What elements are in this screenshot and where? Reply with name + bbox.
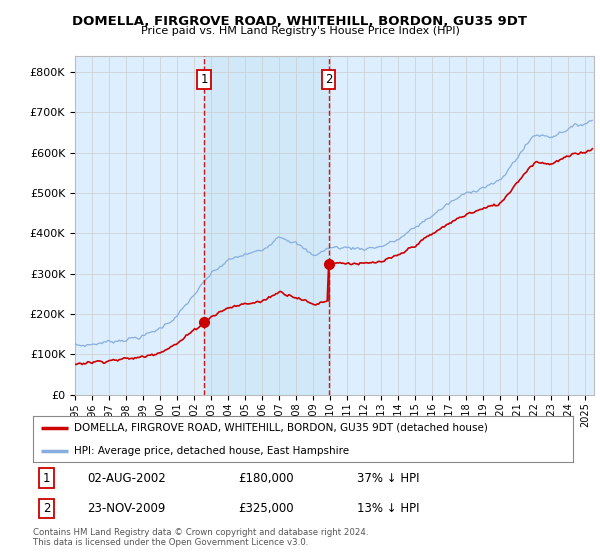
Text: 37% ↓ HPI: 37% ↓ HPI [357, 472, 419, 484]
Bar [204, 56, 329, 395]
Text: HPI: Average price, detached house, East Hampshire: HPI: Average price, detached house, East… [74, 446, 349, 455]
Text: £325,000: £325,000 [238, 502, 294, 515]
Text: 2: 2 [325, 73, 332, 86]
Text: £180,000: £180,000 [238, 472, 294, 484]
Text: 2: 2 [43, 502, 50, 515]
Text: 13% ↓ HPI: 13% ↓ HPI [357, 502, 419, 515]
Text: Price paid vs. HM Land Registry's House Price Index (HPI): Price paid vs. HM Land Registry's House … [140, 26, 460, 36]
Text: 23-NOV-2009: 23-NOV-2009 [87, 502, 166, 515]
Text: Contains HM Land Registry data © Crown copyright and database right 2024.
This d: Contains HM Land Registry data © Crown c… [33, 528, 368, 547]
Text: 02-AUG-2002: 02-AUG-2002 [87, 472, 166, 484]
Text: 1: 1 [200, 73, 208, 86]
Text: DOMELLA, FIRGROVE ROAD, WHITEHILL, BORDON, GU35 9DT: DOMELLA, FIRGROVE ROAD, WHITEHILL, BORDO… [73, 15, 527, 28]
Text: 1: 1 [43, 472, 50, 484]
Text: DOMELLA, FIRGROVE ROAD, WHITEHILL, BORDON, GU35 9DT (detached house): DOMELLA, FIRGROVE ROAD, WHITEHILL, BORDO… [74, 423, 487, 432]
